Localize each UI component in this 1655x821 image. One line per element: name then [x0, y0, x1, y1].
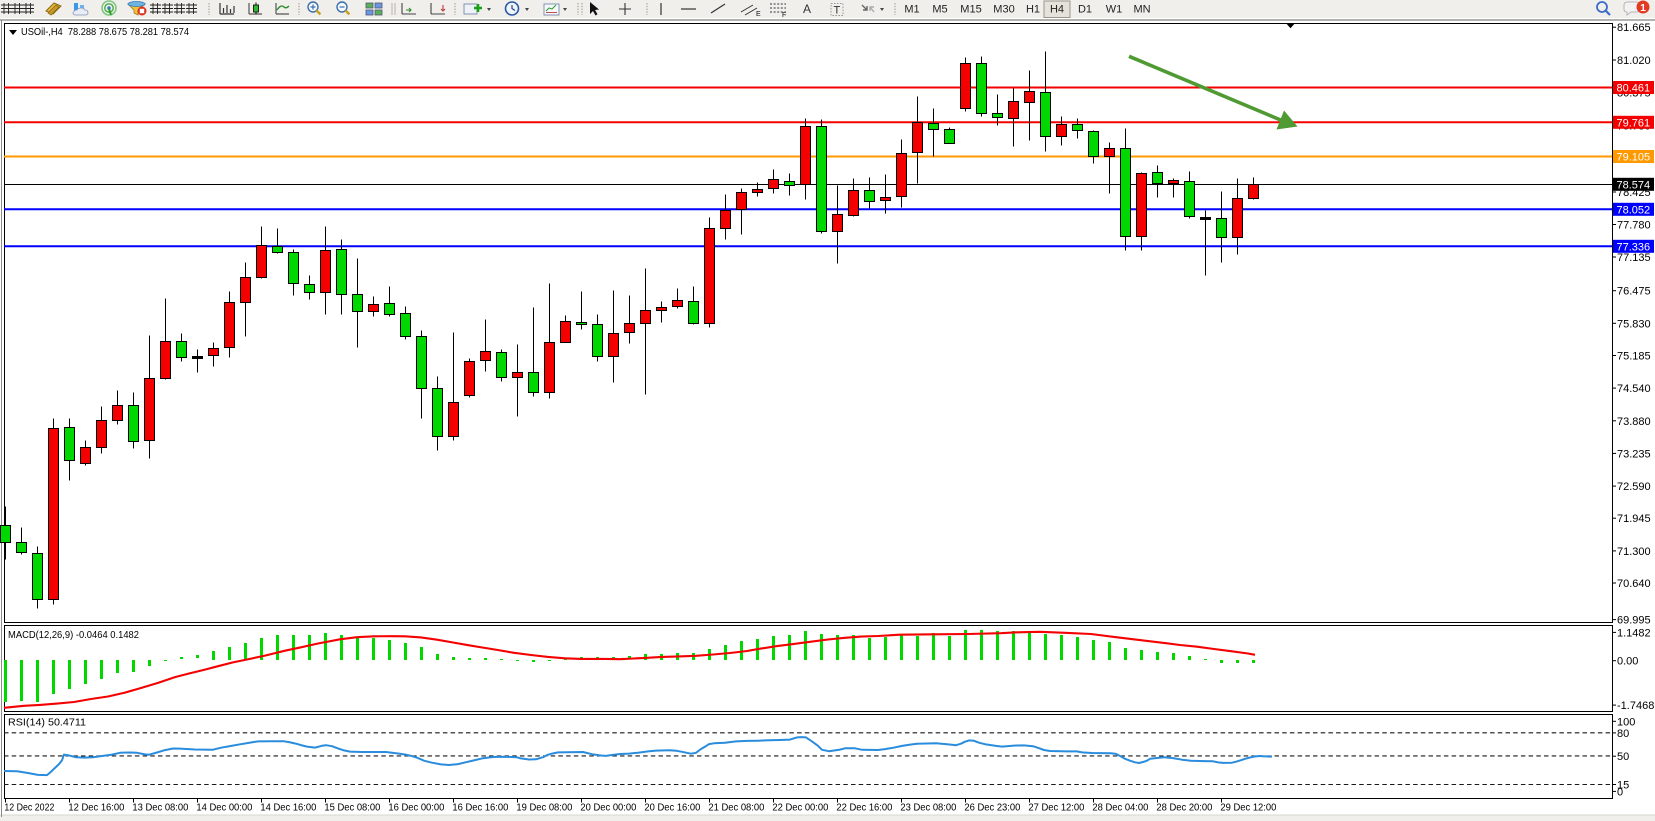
svg-text:20 Dec 00:00: 20 Dec 00:00 — [580, 803, 636, 814]
svg-text:70.640: 70.640 — [1617, 578, 1651, 590]
svg-text:74.540: 74.540 — [1617, 383, 1651, 395]
svg-text:77.135: 77.135 — [1617, 252, 1651, 264]
svg-text:80.461: 80.461 — [1617, 83, 1651, 95]
svg-text:15: 15 — [1617, 780, 1629, 792]
svg-text:16 Dec 16:00: 16 Dec 16:00 — [452, 803, 508, 814]
svg-text:USOil-,H4 78.288 78.675 78.28: USOil-,H4 78.288 78.675 78.281 78.574 — [21, 26, 189, 38]
svg-text:M15: M15 — [960, 4, 981, 16]
svg-text:28 Dec 04:00: 28 Dec 04:00 — [1092, 803, 1148, 814]
svg-text:75.830: 75.830 — [1617, 318, 1651, 330]
svg-text:81.020: 81.020 — [1617, 55, 1651, 67]
svg-text:M5: M5 — [932, 4, 947, 16]
svg-text:12 Dec 2022: 12 Dec 2022 — [4, 803, 54, 814]
svg-text:23 Dec 08:00: 23 Dec 08:00 — [900, 803, 956, 814]
svg-text:14 Dec 00:00: 14 Dec 00:00 — [196, 803, 252, 814]
svg-text:21 Dec 08:00: 21 Dec 08:00 — [708, 803, 764, 814]
svg-text:T: T — [834, 5, 841, 17]
svg-text:15 Dec 08:00: 15 Dec 08:00 — [324, 803, 380, 814]
svg-text:81.665: 81.665 — [1617, 22, 1651, 34]
svg-text:D1: D1 — [1078, 4, 1092, 16]
svg-text:78.574: 78.574 — [1617, 179, 1651, 191]
svg-text:E: E — [756, 11, 761, 18]
svg-text:28 Dec 20:00: 28 Dec 20:00 — [1156, 803, 1212, 814]
svg-text:W1: W1 — [1106, 4, 1123, 16]
svg-text:16 Dec 00:00: 16 Dec 00:00 — [388, 803, 444, 814]
svg-text:73.880: 73.880 — [1617, 416, 1651, 428]
svg-text:100: 100 — [1617, 716, 1635, 728]
svg-text:1: 1 — [1640, 2, 1646, 14]
svg-text:79.761: 79.761 — [1617, 117, 1651, 129]
svg-text:F: F — [782, 12, 786, 19]
svg-text:27 Dec 12:00: 27 Dec 12:00 — [1028, 803, 1084, 814]
svg-text:1.1482: 1.1482 — [1617, 627, 1651, 639]
svg-text:26 Dec 23:00: 26 Dec 23:00 — [964, 803, 1020, 814]
svg-text:29 Dec 12:00: 29 Dec 12:00 — [1220, 803, 1276, 814]
svg-text:73.235: 73.235 — [1617, 448, 1651, 460]
svg-text:79.105: 79.105 — [1617, 152, 1651, 164]
svg-text:0.00: 0.00 — [1617, 656, 1638, 668]
svg-text:19 Dec 08:00: 19 Dec 08:00 — [516, 803, 572, 814]
svg-text:0: 0 — [1617, 786, 1623, 798]
svg-text:M30: M30 — [993, 4, 1014, 16]
svg-text:-1.7468: -1.7468 — [1617, 700, 1654, 712]
svg-text:12 Dec 16:00: 12 Dec 16:00 — [68, 803, 124, 814]
svg-text:RSI(14) 50.4711: RSI(14) 50.4711 — [8, 717, 86, 729]
svg-text:H4: H4 — [1050, 4, 1064, 16]
svg-text:M1: M1 — [904, 4, 919, 16]
svg-text:76.475: 76.475 — [1617, 286, 1651, 298]
svg-text:MACD(12,26,9) -0.0464 0.1482: MACD(12,26,9) -0.0464 0.1482 — [8, 629, 139, 641]
svg-text:22 Dec 16:00: 22 Dec 16:00 — [836, 803, 892, 814]
svg-text:71.300: 71.300 — [1617, 546, 1651, 558]
svg-text:14 Dec 16:00: 14 Dec 16:00 — [260, 803, 316, 814]
svg-text:75.185: 75.185 — [1617, 351, 1651, 363]
svg-text:A: A — [803, 2, 811, 16]
svg-text:13 Dec 08:00: 13 Dec 08:00 — [132, 803, 188, 814]
svg-text:MN: MN — [1133, 4, 1150, 16]
svg-text:72.590: 72.590 — [1617, 481, 1651, 493]
svg-text:22 Dec 00:00: 22 Dec 00:00 — [772, 803, 828, 814]
svg-text:71.945: 71.945 — [1617, 513, 1651, 525]
svg-text:77.336: 77.336 — [1617, 241, 1651, 253]
svg-text:69.995: 69.995 — [1617, 615, 1651, 627]
svg-text:20 Dec 16:00: 20 Dec 16:00 — [644, 803, 700, 814]
svg-text:77.780: 77.780 — [1617, 220, 1651, 232]
svg-text:50: 50 — [1617, 751, 1629, 763]
svg-text:80: 80 — [1617, 728, 1629, 740]
svg-text:H1: H1 — [1026, 4, 1040, 16]
svg-text:78.052: 78.052 — [1617, 204, 1651, 216]
